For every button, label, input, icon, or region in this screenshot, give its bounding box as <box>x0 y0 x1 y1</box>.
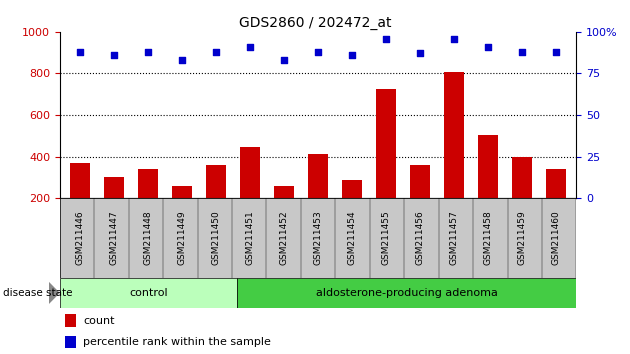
Bar <box>172 186 192 198</box>
Text: GSM211451: GSM211451 <box>246 211 255 266</box>
Text: percentile rank within the sample: percentile rank within the sample <box>83 337 271 347</box>
Polygon shape <box>49 281 60 304</box>
Text: aldosterone-producing adenoma: aldosterone-producing adenoma <box>316 288 498 298</box>
Bar <box>206 165 226 198</box>
Bar <box>376 89 396 198</box>
Text: GSM211459: GSM211459 <box>518 211 527 266</box>
Text: disease state: disease state <box>3 288 72 298</box>
Bar <box>60 198 576 278</box>
Point <box>109 52 119 58</box>
Text: GSM211447: GSM211447 <box>110 211 118 266</box>
Text: GSM211453: GSM211453 <box>314 211 323 266</box>
Point <box>483 44 493 50</box>
Point <box>211 49 221 55</box>
Bar <box>546 169 566 198</box>
Point <box>245 44 255 50</box>
Text: count: count <box>83 316 115 326</box>
Point <box>415 51 425 56</box>
Text: GSM211452: GSM211452 <box>280 211 289 266</box>
Point <box>517 49 527 55</box>
Text: GSM211458: GSM211458 <box>484 211 493 266</box>
Bar <box>65 336 76 348</box>
Text: GSM211449: GSM211449 <box>178 211 186 266</box>
Bar <box>237 278 576 308</box>
Point <box>551 49 561 55</box>
Point <box>313 49 323 55</box>
Text: GDS2860 / 202472_at: GDS2860 / 202472_at <box>239 16 391 30</box>
Text: control: control <box>129 288 168 298</box>
Point <box>143 49 153 55</box>
Text: GSM211446: GSM211446 <box>76 211 85 266</box>
Text: GSM211454: GSM211454 <box>348 211 357 266</box>
Bar <box>60 278 237 308</box>
Bar <box>342 179 362 198</box>
Bar <box>478 136 498 198</box>
Bar <box>65 314 76 327</box>
Bar <box>104 177 125 198</box>
Text: GSM211456: GSM211456 <box>416 211 425 266</box>
Point <box>381 36 391 41</box>
Text: GSM211448: GSM211448 <box>144 211 152 266</box>
Bar <box>274 186 294 198</box>
Point <box>177 57 187 63</box>
Text: GSM211450: GSM211450 <box>212 211 220 266</box>
Point <box>75 49 85 55</box>
Point <box>449 36 459 41</box>
Bar <box>240 147 260 198</box>
Bar <box>410 165 430 198</box>
Bar <box>444 73 464 198</box>
Text: GSM211455: GSM211455 <box>382 211 391 266</box>
Bar <box>138 169 158 198</box>
Point <box>347 52 357 58</box>
Point <box>279 57 289 63</box>
Text: GSM211460: GSM211460 <box>551 211 561 266</box>
Bar <box>308 154 328 198</box>
Text: GSM211457: GSM211457 <box>450 211 459 266</box>
Bar <box>70 163 91 198</box>
Bar <box>512 156 532 198</box>
